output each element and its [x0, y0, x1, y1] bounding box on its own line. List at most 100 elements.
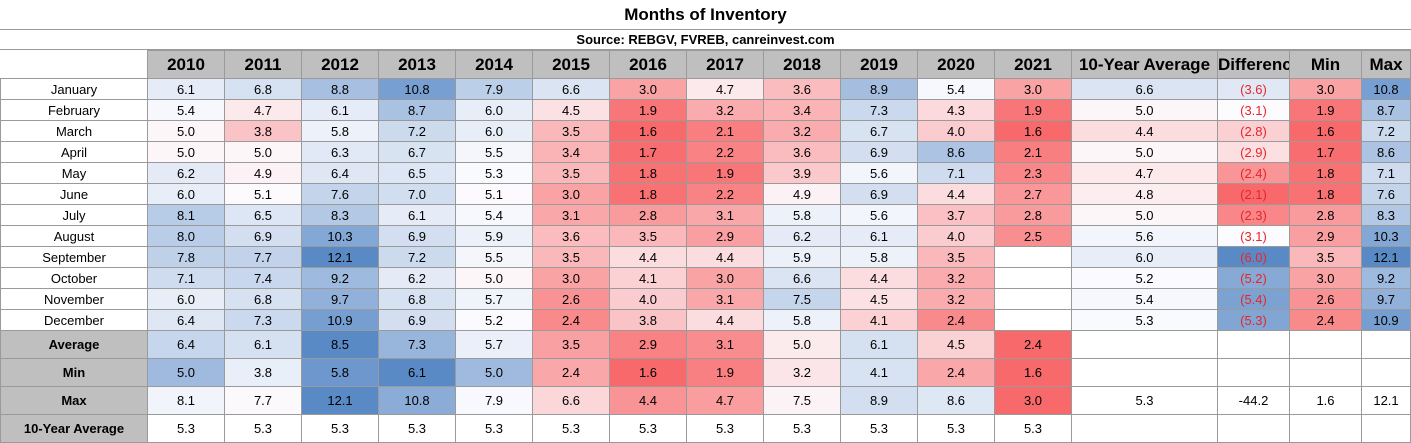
data-cell: (2.1)	[1217, 183, 1290, 205]
data-cell: 3.5	[917, 246, 995, 268]
table-row-october: October 7.1 7.4 9.2 6.2 5.0 3.0 4.1 3.0 6.6 4.4 3.2…	[0, 267, 1411, 289]
row-label: July	[0, 204, 148, 226]
summary-row-max: Max 8.1 7.7 12.1 10.8 7.9 6.6 4.4 4.7 7.5 8.9 8.6 3.…	[0, 386, 1411, 415]
data-cell: 8.6	[1361, 141, 1411, 163]
column-header-2020: 2020	[917, 50, 995, 79]
column-header-2015: 2015	[532, 50, 610, 79]
data-cell: (3.1)	[1217, 99, 1290, 121]
data-cell: 2.5	[994, 225, 1072, 247]
summary-cell: 5.3	[532, 414, 610, 443]
summary-cell: 2.4	[532, 358, 610, 387]
summary-cell: 5.3	[609, 414, 687, 443]
data-cell: 3.0	[609, 78, 687, 100]
summary-cell: 5.0	[455, 358, 533, 387]
data-cell: 8.8	[301, 78, 379, 100]
data-cell: (2.3)	[1217, 204, 1290, 226]
summary-row-average: Average 6.4 6.1 8.5 7.3 5.7 3.5 2.9 3.1 5.0 6.1 4.5…	[0, 330, 1411, 359]
corner-cell	[0, 50, 148, 79]
summary-cell: 6.1	[224, 330, 302, 359]
data-cell: 4.5	[532, 99, 610, 121]
summary-cell	[1289, 414, 1362, 443]
data-cell: 5.9	[455, 225, 533, 247]
data-cell: 4.5	[840, 288, 918, 310]
data-cell: 8.7	[378, 99, 456, 121]
data-cell: 6.7	[840, 120, 918, 142]
data-cell: 7.6	[301, 183, 379, 205]
summary-cell: 5.7	[455, 330, 533, 359]
data-cell: 5.0	[224, 141, 302, 163]
data-cell: 6.1	[378, 204, 456, 226]
summary-row-10-year-average: 10-Year Average 5.3 5.3 5.3 5.3 5.3 5.3 5.3 5.3 5…	[0, 414, 1411, 443]
summary-cell: 5.8	[301, 358, 379, 387]
column-header-2014: 2014	[455, 50, 533, 79]
data-cell: 7.7	[224, 246, 302, 268]
data-cell: 3.2	[917, 288, 995, 310]
data-cell: 3.7	[917, 204, 995, 226]
summary-cell: 7.3	[378, 330, 456, 359]
data-cell: 3.2	[917, 267, 995, 289]
data-cell: 3.0	[994, 78, 1072, 100]
data-cell: 6.2	[147, 162, 225, 184]
data-cell: 5.0	[147, 141, 225, 163]
data-cell: 3.0	[532, 267, 610, 289]
data-cell: 4.9	[224, 162, 302, 184]
summary-cell: 1.6	[1289, 386, 1362, 415]
data-cell: 3.5	[609, 225, 687, 247]
data-cell: 1.6	[994, 120, 1072, 142]
row-label: April	[0, 141, 148, 163]
row-label: January	[0, 78, 148, 100]
data-cell: 6.2	[763, 225, 841, 247]
data-cell: 5.6	[840, 204, 918, 226]
data-cell: 10.9	[1361, 309, 1411, 331]
data-cell: 2.4	[532, 309, 610, 331]
data-cell: 6.9	[840, 183, 918, 205]
summary-cell: 5.3	[224, 414, 302, 443]
data-cell: 6.0	[147, 183, 225, 205]
data-cell: (2.9)	[1217, 141, 1290, 163]
data-cell: 2.6	[532, 288, 610, 310]
summary-cell: 12.1	[1361, 386, 1411, 415]
data-cell: 5.0	[1071, 99, 1218, 121]
data-cell: 5.6	[1071, 225, 1218, 247]
data-cell: 6.0	[455, 99, 533, 121]
data-cell: 7.6	[1361, 183, 1411, 205]
row-label: June	[0, 183, 148, 205]
data-cell: 5.9	[763, 246, 841, 268]
row-label: November	[0, 288, 148, 310]
data-cell: 10.9	[301, 309, 379, 331]
data-cell: 6.6	[763, 267, 841, 289]
table-row-june: June 6.0 5.1 7.6 7.0 5.1 3.0 1.8 2.2 4.9 6.9 4.4 2.7…	[0, 183, 1411, 205]
data-cell: 7.3	[840, 99, 918, 121]
data-cell: (6.0)	[1217, 246, 1290, 268]
data-cell: 5.5	[455, 246, 533, 268]
summary-cell: -44.2	[1217, 386, 1290, 415]
data-cell: 3.8	[609, 309, 687, 331]
data-cell: 4.9	[763, 183, 841, 205]
table-row-december: December 6.4 7.3 10.9 6.9 5.2 2.4 3.8 4.4 5.8 4.1 2…	[0, 309, 1411, 331]
data-cell: 1.9	[609, 99, 687, 121]
data-cell: 6.0	[455, 120, 533, 142]
column-header-2012: 2012	[301, 50, 379, 79]
summary-cell	[1361, 330, 1411, 359]
summary-cell	[1289, 330, 1362, 359]
data-cell: 3.1	[532, 204, 610, 226]
data-cell: 1.9	[1289, 99, 1362, 121]
table-row-march: March 5.0 3.8 5.8 7.2 6.0 3.5 1.6 2.1 3.2 6.7 4.0 1.…	[0, 120, 1411, 142]
data-cell: 5.6	[840, 162, 918, 184]
data-cell: 6.2	[378, 267, 456, 289]
data-cell: 8.6	[917, 141, 995, 163]
inventory-table: 2010 2011 2012 2013 2014 2015 2016 2017 2018 2019…	[0, 50, 1411, 443]
summary-cell: 5.3	[455, 414, 533, 443]
data-cell: 8.1	[147, 204, 225, 226]
summary-cell: 8.5	[301, 330, 379, 359]
data-cell: 7.1	[917, 162, 995, 184]
data-cell: 3.5	[532, 246, 610, 268]
column-header-2021: 2021	[994, 50, 1072, 79]
summary-cell	[1361, 358, 1411, 387]
data-cell: 6.4	[301, 162, 379, 184]
data-cell: (5.3)	[1217, 309, 1290, 331]
data-cell: 3.0	[1289, 78, 1362, 100]
summary-cell: 7.9	[455, 386, 533, 415]
data-cell: 6.9	[378, 309, 456, 331]
